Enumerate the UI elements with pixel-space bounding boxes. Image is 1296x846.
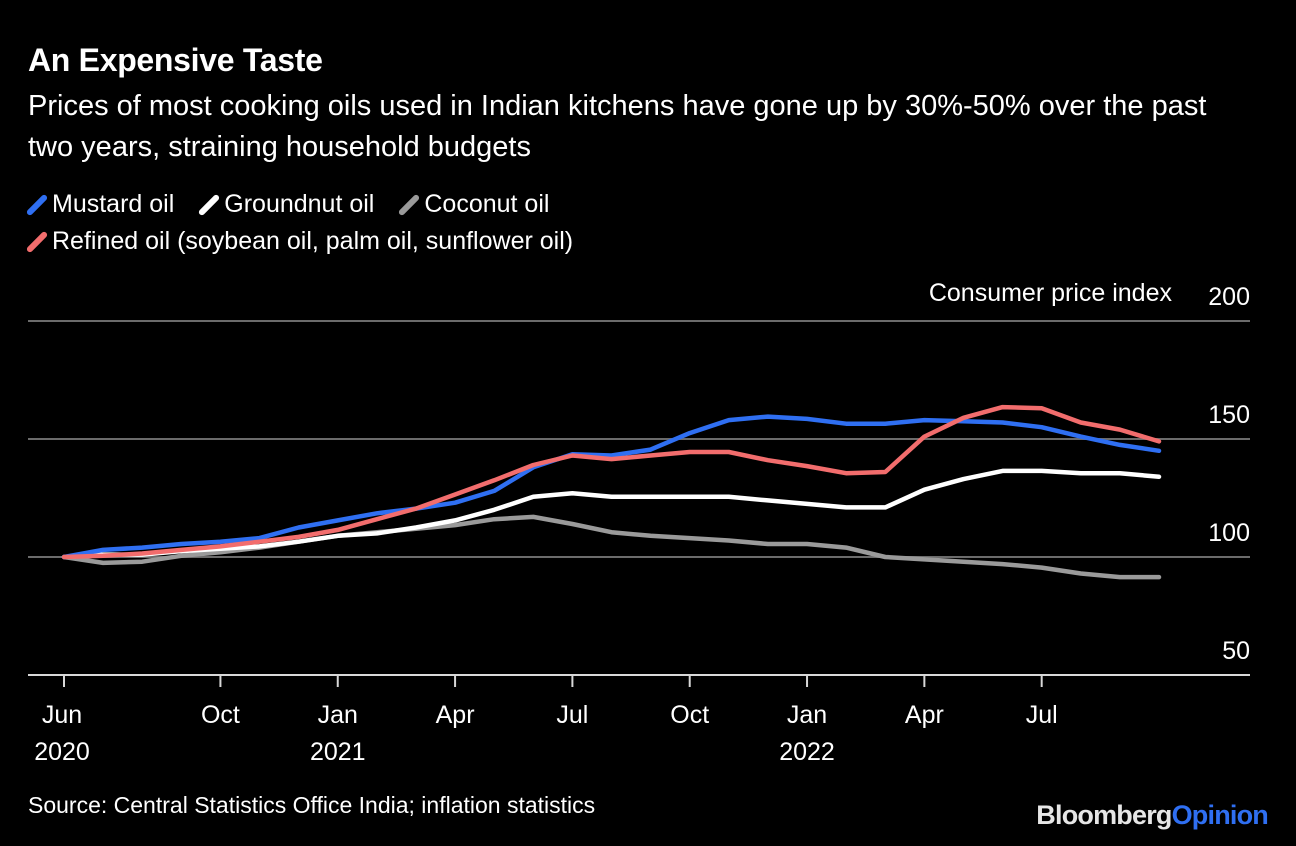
x-tick-label-oct: Oct [670,701,709,729]
legend-item-groundnut: Groundnut oil [197,190,375,219]
y-tick-labels: 50 100 150 200 [1208,283,1250,665]
legend-swatch-refined [25,230,49,253]
legend-label-refined: Refined oil (soybean oil, palm oil, sunf… [52,227,574,255]
source-note: Source: Central Statistics Office India;… [28,792,596,818]
y-tick-label-50: 50 [1222,637,1250,665]
chart-title: An Expensive Taste [28,42,323,78]
brand-part-2: Opinion [1171,800,1269,830]
legend-swatch-coconut [398,193,421,216]
x-tick-year-2022: 2022 [779,738,835,766]
x-tick-label-jul: Jul [556,701,588,729]
x-axis: Jun 2020 Oct Jan 2021 Apr Jul Oct Jan 2022 Apr Jul [34,675,1058,766]
gridlines [28,320,1250,676]
x-tick-label-jun: Jun [42,701,82,729]
x-tick-label-jan: Jan [318,701,358,729]
chart-subtitle: Prices of most cooking oils used in Indi… [28,90,1207,163]
series-line-groundnut [61,468,1162,560]
legend-swatch-groundnut [197,193,221,216]
legend-item-coconut: Coconut oil [398,190,550,219]
legend-row-2: Refined oil (soybean oil, palm oil, sunf… [25,227,599,256]
x-tick-label-oct: Oct [201,701,240,729]
y-axis-label: Consumer price index [929,279,1173,307]
x-tick-year-2020: 2020 [34,738,90,766]
series-line-refined [61,404,1162,560]
legend-label-coconut: Coconut oil [424,190,550,218]
x-tick-label-jul: Jul [1026,701,1058,729]
series-line-mustard [61,414,1162,560]
legend-label-groundnut: Groundnut oil [224,190,375,218]
x-tick-label-apr: Apr [905,701,944,729]
y-tick-label-100: 100 [1208,519,1250,547]
x-tick-label-apr: Apr [436,701,475,729]
series-lines [61,404,1162,580]
legend-item-refined: Refined oil (soybean oil, palm oil, sunf… [25,227,574,256]
legend-item-mustard: Mustard oil [25,190,175,219]
brand-logo: BloombergOpinion [1036,800,1269,831]
legend-label-mustard: Mustard oil [52,190,175,218]
legend-row-1: Mustard oil Groundnut oil Coconut oil [25,190,575,219]
x-tick-year-2021: 2021 [310,738,366,766]
brand-part-1: Bloomberg [1036,800,1172,830]
legend-swatch-mustard [25,193,49,216]
x-tick-label-jan: Jan [787,701,827,729]
y-tick-label-200: 200 [1208,283,1250,311]
y-tick-label-150: 150 [1208,401,1250,429]
line-chart: Consumer price index 50 100 150 200 Jun 2020… [28,279,1250,766]
